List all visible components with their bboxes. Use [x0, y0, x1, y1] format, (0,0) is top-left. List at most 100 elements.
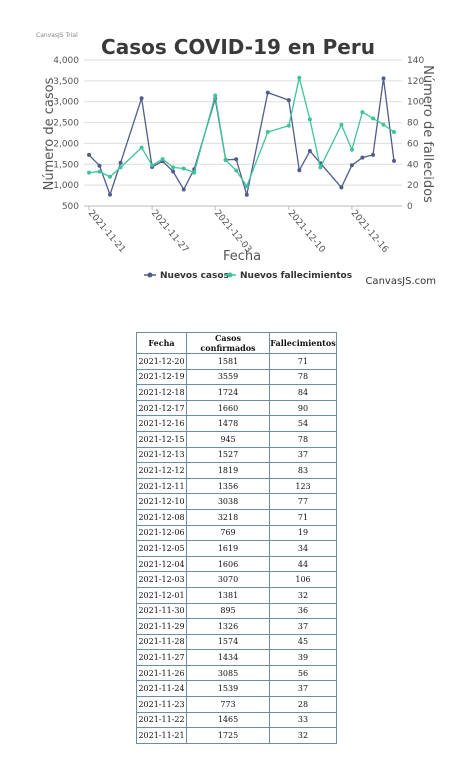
y2-tick-label: 60: [407, 139, 419, 149]
canvasjs-credit-link[interactable]: CanvasJS.com: [365, 276, 436, 287]
point-casos[interactable]: [381, 76, 386, 81]
point-fallecimientos[interactable]: [108, 174, 112, 179]
point-fallecimientos[interactable]: [139, 145, 144, 150]
point-fallecimientos[interactable]: [318, 165, 323, 170]
cell-fecha: 2021-11-23: [136, 696, 187, 713]
cell-fecha: 2021-11-24: [136, 680, 187, 698]
cell-fallecimientos: 37: [269, 446, 337, 464]
table-row: 2021-11-29 1326 37: [136, 618, 337, 635]
point-fallecimientos[interactable]: [371, 116, 375, 121]
point-casos[interactable]: [171, 169, 176, 174]
cell-casos: 1619: [186, 540, 270, 557]
point-fallecimientos[interactable]: [286, 123, 291, 128]
cell-casos: 1581: [186, 353, 270, 370]
table-row: 2021-11-30 895 36: [136, 602, 337, 620]
cell-casos: 1527: [186, 446, 270, 464]
point-fallecimientos[interactable]: [297, 75, 302, 80]
point-casos[interactable]: [297, 168, 302, 173]
point-casos[interactable]: [286, 98, 291, 103]
cell-casos: 1819: [186, 462, 270, 479]
point-fallecimientos[interactable]: [181, 166, 186, 171]
point-fallecimientos[interactable]: [150, 163, 155, 168]
point-casos[interactable]: [181, 187, 186, 192]
cell-fallecimientos: 34: [269, 540, 337, 557]
cell-casos: 1465: [186, 711, 270, 729]
cell-fallecimientos: 36: [269, 602, 337, 620]
point-fallecimientos[interactable]: [349, 147, 354, 152]
point-fallecimientos[interactable]: [234, 168, 239, 173]
cell-fecha: 2021-11-29: [136, 618, 187, 635]
table-row: 2021-11-22 1465 33: [136, 711, 337, 729]
point-casos[interactable]: [265, 90, 270, 95]
y-axis-ticks: 500 1,000 1,500 2,000 2,500 3,000 3,500 4,000: [53, 56, 79, 212]
point-fallecimientos[interactable]: [339, 122, 344, 127]
point-fallecimientos[interactable]: [97, 169, 102, 174]
point-casos[interactable]: [371, 152, 375, 157]
point-fallecimientos[interactable]: [118, 165, 123, 170]
point-casos[interactable]: [108, 192, 112, 197]
header-fallecimientos: Fallecimientos: [269, 332, 337, 354]
table-row: 2021-11-24 1539 37: [136, 680, 337, 698]
cell-fallecimientos: 84: [269, 384, 337, 401]
point-fallecimientos[interactable]: [244, 184, 249, 189]
point-fallecimientos[interactable]: [381, 122, 386, 127]
point-casos[interactable]: [244, 192, 249, 197]
header-casos-confirmados: Casos confirmados: [186, 332, 270, 354]
cell-casos: 3085: [186, 664, 270, 682]
point-casos[interactable]: [139, 96, 144, 101]
y-tick-label: 2,000: [53, 139, 79, 149]
point-fallecimientos[interactable]: [307, 117, 312, 122]
legend-label-casos[interactable]: Nuevos casos: [160, 271, 229, 281]
point-casos[interactable]: [118, 160, 123, 165]
table-row: 2021-12-19 3559 78: [136, 368, 337, 386]
cell-casos: 945: [186, 430, 270, 448]
x-tick-label: 2021-11-27: [149, 209, 190, 256]
table-row: 2021-12-03 3070 106: [136, 571, 337, 588]
point-casos[interactable]: [97, 163, 102, 168]
series-layer: [87, 75, 396, 197]
point-fallecimientos[interactable]: [360, 110, 365, 115]
cell-fecha: 2021-12-16: [136, 415, 187, 432]
cell-casos: 1478: [186, 415, 270, 432]
cell-casos: 1574: [186, 633, 270, 651]
point-fallecimientos[interactable]: [160, 157, 165, 162]
point-casos[interactable]: [349, 163, 354, 168]
cell-casos: 1606: [186, 555, 270, 573]
x-axis-ticks: 2021-11-21 2021-11-27 2021-12-03 2021-12-10…: [86, 206, 390, 255]
table-row: 2021-11-28 1574 45: [136, 633, 337, 651]
table-body: 2021-12-20 1581 71 2021-12-19 3559 78 2021-12-…: [136, 353, 337, 744]
legend-label-fallecimientos[interactable]: Nuevos fallecimientos: [240, 271, 352, 281]
y2-tick-label: 120: [407, 77, 424, 87]
cell-fecha: 2021-12-20: [136, 353, 187, 370]
point-fallecimientos[interactable]: [265, 130, 270, 134]
point-fallecimientos[interactable]: [192, 170, 197, 175]
cell-fallecimientos: 71: [269, 508, 337, 526]
point-fallecimientos[interactable]: [87, 170, 91, 175]
point-casos[interactable]: [307, 149, 312, 153]
cell-fecha: 2021-12-04: [136, 555, 187, 573]
point-fallecimientos[interactable]: [171, 165, 176, 170]
cell-fallecimientos: 78: [269, 368, 337, 386]
point-fallecimientos[interactable]: [223, 158, 228, 163]
point-casos[interactable]: [339, 185, 344, 190]
table-row: 2021-11-21 1725 32: [136, 727, 337, 744]
point-fallecimientos[interactable]: [213, 93, 218, 98]
cell-fecha: 2021-12-19: [136, 368, 187, 386]
cell-fallecimientos: 19: [269, 524, 337, 542]
point-casos[interactable]: [392, 158, 396, 163]
table-row: 2021-12-18 1724 84: [136, 384, 337, 401]
legend[interactable]: Nuevos casos Nuevos fallecimientos: [144, 271, 352, 281]
table-row: 2021-12-20 1581 71: [136, 353, 337, 370]
point-fallecimientos[interactable]: [392, 130, 396, 134]
chart-title: Casos COVID-19 en Peru: [101, 35, 375, 59]
cell-casos: 895: [186, 602, 270, 620]
cell-casos: 3070: [186, 571, 270, 588]
point-casos[interactable]: [87, 152, 91, 157]
point-casos[interactable]: [360, 155, 365, 160]
cell-fecha: 2021-11-26: [136, 664, 187, 682]
point-casos[interactable]: [234, 157, 239, 162]
cell-casos: 1434: [186, 649, 270, 666]
cell-fecha: 2021-12-18: [136, 384, 187, 401]
table-row: 2021-12-15 945 78: [136, 430, 337, 448]
cell-casos: 1326: [186, 618, 270, 635]
